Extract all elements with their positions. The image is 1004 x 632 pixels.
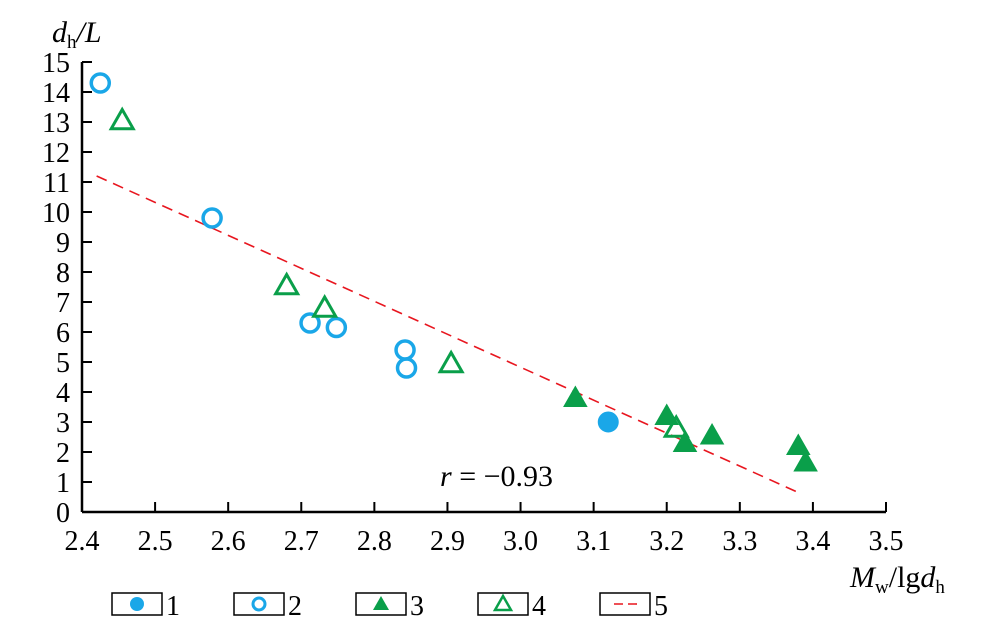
x-axis-title-sub2: h	[935, 577, 945, 598]
x-tick-label: 2.7	[284, 526, 319, 557]
legend-box	[233, 592, 285, 616]
y-tick-label: 6	[56, 318, 70, 349]
y-tick-label: 7	[56, 288, 70, 319]
x-tick-label: 3.1	[576, 526, 611, 557]
y-tick-label: 8	[56, 258, 70, 289]
series-4-point	[273, 271, 301, 296]
fit-line	[96, 175, 799, 494]
legend-box	[355, 592, 407, 616]
series-3-point	[785, 433, 811, 455]
series-3-point	[699, 422, 725, 445]
legend-label: 1	[166, 591, 180, 622]
y-tick-label: 15	[42, 48, 70, 79]
x-tick-label: 2.4	[65, 526, 100, 557]
x-axis-title: Mw/lgdh	[849, 561, 945, 598]
x-tick-label: 2.5	[138, 526, 173, 557]
y-axis-title-rest: /L	[75, 16, 102, 49]
y-tick-label: 14	[42, 78, 70, 109]
series-2-point	[89, 72, 112, 94]
data-points	[89, 72, 818, 472]
legend-label: 3	[410, 591, 424, 622]
x-tick-label: 2.6	[211, 526, 246, 557]
correlation-var: r	[440, 460, 452, 493]
y-tick-label: 9	[56, 228, 70, 259]
x-tick-label: 3.5	[869, 526, 904, 557]
series-3-point	[563, 385, 588, 407]
x-tick-label: 3.3	[722, 526, 757, 557]
series-4-point	[108, 106, 136, 131]
series-2-point	[299, 312, 321, 334]
y-axis-title: dh/L	[52, 16, 102, 53]
y-tick-label: 10	[42, 198, 70, 229]
legend-label: 4	[532, 591, 546, 622]
series-2-point	[201, 207, 223, 229]
x-tick-label: 3.0	[503, 526, 538, 557]
x-tick-label: 3.4	[795, 526, 830, 557]
legend-marker	[492, 593, 514, 612]
y-tick-label: 12	[42, 138, 70, 169]
series-1-point	[597, 411, 619, 433]
legend-box	[599, 592, 651, 616]
correlation-annotation: r = −0.93	[440, 460, 553, 493]
y-tick-label: 1	[56, 468, 70, 499]
y-tick-label: 11	[43, 168, 70, 199]
series-3-point	[654, 403, 680, 425]
y-tick-label: 3	[56, 408, 70, 439]
y-tick-label: 0	[56, 498, 70, 529]
series-3-point	[672, 430, 698, 452]
correlation-value: = −0.93	[452, 460, 553, 493]
x-ticks: 2.4 2.5 2.6 2.7 2.8 2.9 3.0 3.1 3.2 3.3 3.4 3.5	[65, 502, 904, 557]
x-axis-title-main: M	[849, 561, 877, 594]
x-axis-title-main2: d	[920, 561, 936, 594]
y-tick-label: 5	[56, 348, 70, 379]
y-tick-label: 2	[56, 438, 70, 469]
series-2-point	[325, 316, 348, 339]
legend-label: 2	[288, 591, 302, 622]
legend-marker	[373, 596, 389, 610]
x-tick-label: 3.2	[649, 526, 684, 557]
series-2-point	[394, 339, 416, 361]
y-tick-label: 13	[42, 108, 70, 139]
x-axis-title-mid: /lg	[889, 561, 921, 594]
y-tick-label: 4	[56, 378, 70, 409]
legend-label: 5	[654, 591, 668, 622]
y-axis-title-main: d	[52, 16, 68, 49]
series-3-point	[793, 449, 818, 472]
legend-box	[477, 592, 529, 616]
axes	[80, 62, 886, 514]
legend-marker	[130, 597, 144, 611]
legend-box	[111, 592, 163, 616]
series-4-point	[437, 349, 465, 374]
x-tick-label: 2.9	[430, 526, 465, 557]
legend-marker	[251, 596, 267, 612]
legend: 1 2 3 4 5	[111, 591, 668, 622]
y-axis-title-sub: h	[67, 32, 77, 53]
fit-line-group	[96, 175, 799, 494]
x-tick-label: 2.8	[357, 526, 392, 557]
series-4-point	[662, 413, 690, 438]
x-axis-title-sub: w	[875, 577, 889, 598]
series-2-point	[395, 357, 418, 379]
series-4-point	[311, 293, 339, 318]
